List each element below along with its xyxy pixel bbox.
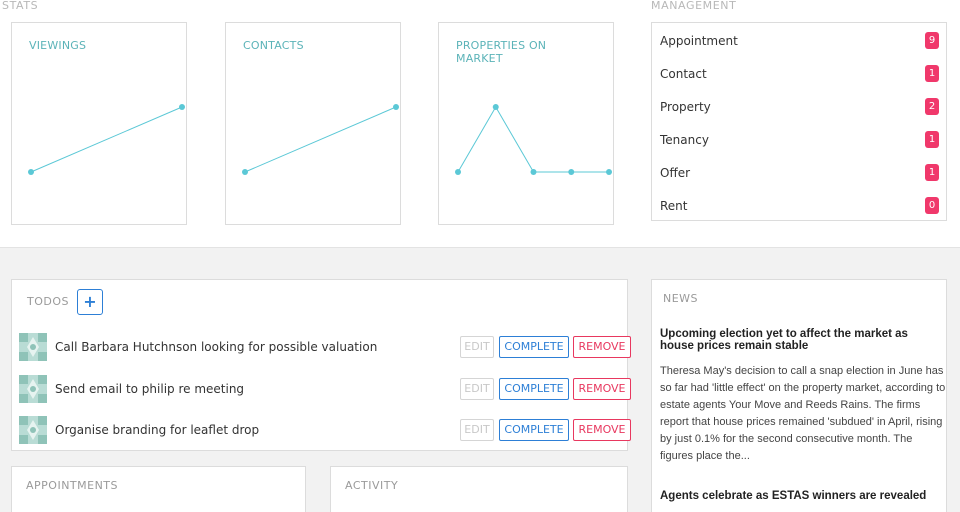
todo-item: Organise branding for leaflet drop EDIT … — [19, 416, 631, 446]
edit-button[interactable]: EDIT — [460, 336, 494, 358]
management-item-label: Contact — [660, 67, 707, 81]
management-item-appointment[interactable]: Appointment 9 — [652, 24, 946, 57]
todos-panel: TODOS + Call Barbara Hutchnson looking f… — [11, 279, 631, 451]
management-panel: Appointment 9 Contact 1 Property 2 Tenan… — [651, 22, 947, 221]
data-point — [393, 104, 399, 110]
todo-item: Call Barbara Hutchnson looking for possi… — [19, 333, 631, 363]
remove-button[interactable]: REMOVE — [573, 378, 631, 400]
data-point — [242, 169, 248, 175]
add-todo-button[interactable]: + — [77, 289, 103, 315]
news-headline[interactable]: Upcoming election yet to affect the mark… — [660, 328, 908, 352]
avatar — [19, 333, 47, 361]
management-item-rent[interactable]: Rent 0 — [652, 189, 946, 222]
avatar — [19, 416, 47, 444]
contacts-card[interactable]: CONTACTS — [225, 22, 401, 225]
edit-button[interactable]: EDIT — [460, 419, 494, 441]
series-line — [457, 106, 609, 173]
count-badge: 9 — [925, 32, 939, 49]
properties-on-market-title: PROPERTIES ON MARKET — [456, 39, 547, 65]
management-item-label: Appointment — [660, 34, 738, 48]
management-item-label: Property — [660, 100, 711, 114]
data-point — [179, 104, 185, 110]
todo-text: Organise branding for leaflet drop — [55, 423, 260, 437]
contacts-title: CONTACTS — [243, 39, 304, 52]
viewings-card[interactable]: VIEWINGS — [11, 22, 187, 225]
complete-button[interactable]: COMPLETE — [499, 336, 569, 358]
news-body: Theresa May's decision to call a snap el… — [660, 365, 946, 462]
management-item-tenancy[interactable]: Tenancy 1 — [652, 123, 946, 156]
data-point — [530, 169, 537, 175]
management-item-offer[interactable]: Offer 1 — [652, 156, 946, 189]
data-point — [28, 169, 34, 175]
complete-button[interactable]: COMPLETE — [499, 378, 569, 400]
edit-button[interactable]: EDIT — [460, 378, 494, 400]
count-badge: 1 — [925, 164, 939, 181]
remove-button[interactable]: REMOVE — [573, 336, 631, 358]
series-line — [244, 106, 397, 173]
management-item-label: Offer — [660, 166, 691, 180]
remove-button[interactable]: REMOVE — [573, 419, 631, 441]
management-item-label: Rent — [660, 199, 688, 213]
data-point — [606, 169, 612, 175]
todos-title: TODOS — [27, 295, 69, 308]
complete-button[interactable]: COMPLETE — [499, 419, 569, 441]
appointments-title: APPOINTMENTS — [26, 479, 119, 492]
todo-text: Call Barbara Hutchnson looking for possi… — [55, 340, 378, 354]
management-item-label: Tenancy — [660, 133, 709, 147]
count-badge: 2 — [925, 98, 939, 115]
avatar — [19, 375, 47, 403]
count-badge: 1 — [925, 65, 939, 82]
data-point — [568, 169, 575, 175]
activity-title: ACTIVITY — [345, 479, 399, 492]
news-headline[interactable]: Agents celebrate as ESTAS winners are re… — [660, 490, 927, 502]
stats-section-label: STATS — [2, 0, 39, 12]
viewings-chart — [28, 104, 185, 175]
management-item-property[interactable]: Property 2 — [652, 90, 946, 123]
properties-on-market-card[interactable]: PROPERTIES ON MARKET — [438, 22, 614, 225]
news-title: NEWS — [663, 292, 699, 305]
properties-on-market-chart — [455, 104, 612, 175]
viewings-title: VIEWINGS — [29, 39, 87, 52]
data-point — [455, 169, 461, 175]
management-item-contact[interactable]: Contact 1 — [652, 57, 946, 90]
appointments-panel: APPOINTMENTS — [11, 466, 306, 512]
management-section-label: MANAGEMENT — [651, 0, 737, 12]
series-line — [30, 106, 183, 173]
todo-item: Send email to philip re meeting EDIT COM… — [19, 375, 631, 405]
todo-text: Send email to philip re meeting — [55, 382, 245, 396]
news-panel: NEWS Upcoming election yet to affect the… — [651, 279, 947, 512]
activity-panel: ACTIVITY — [330, 466, 628, 512]
data-point — [492, 104, 499, 110]
contacts-chart — [242, 104, 399, 175]
count-badge: 1 — [925, 131, 939, 148]
count-badge: 0 — [925, 197, 939, 214]
